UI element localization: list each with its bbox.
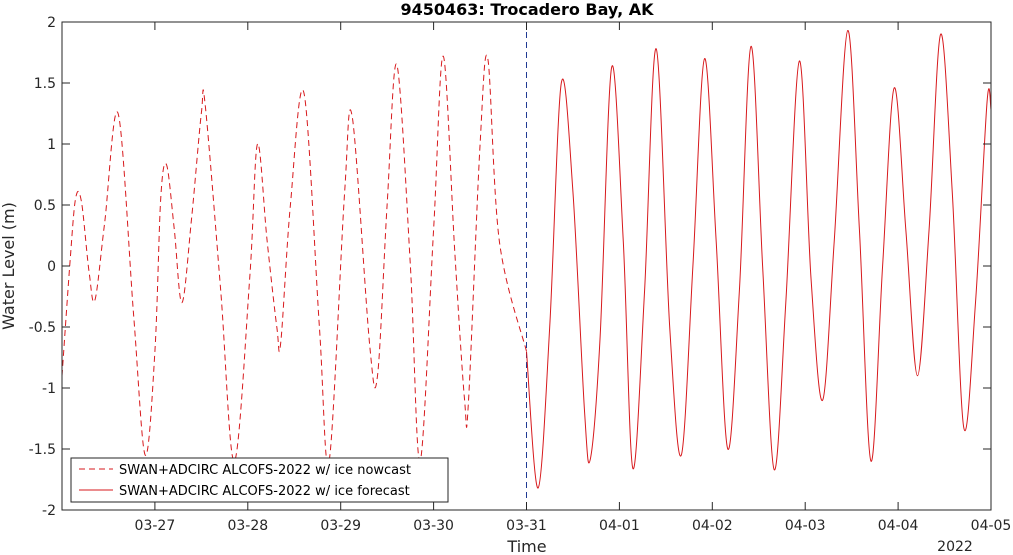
y-tick-label: 2	[47, 15, 56, 31]
legend-box	[70, 457, 449, 503]
y-tick-label: 0	[47, 259, 56, 275]
axis-ticks: 03-27 03-28 03-29 03-30 03-31 04-01 04-02 04-03…	[29, 15, 1012, 534]
y-tick-label: -1.5	[29, 442, 56, 458]
plot-frame	[61, 21, 992, 511]
y-tick-label: 0.5	[34, 198, 56, 214]
x-tick-label: 03-30	[413, 518, 454, 534]
x-tick-label: 04-02	[692, 518, 733, 534]
x-tick-label: 03-31	[506, 518, 547, 534]
y-axis-label: Water Level (m)	[0, 202, 18, 330]
y-tick-label: 1	[47, 137, 56, 153]
x-tick-label: 04-05	[971, 518, 1012, 534]
series-line-forecast	[526, 29, 992, 489]
y-tick-label: -1	[42, 381, 56, 397]
x-tick-label: 04-03	[785, 518, 826, 534]
x-tick-label: 03-29	[320, 518, 361, 534]
x-tick-label: 04-04	[878, 518, 919, 534]
x-axis-label: Time	[506, 537, 546, 555]
y-tick-label: -0.5	[29, 320, 56, 336]
chart-title: 9450463: Trocadero Bay, AK	[400, 0, 654, 19]
year-label: 2022	[937, 539, 973, 555]
legend-nowcast-label: SWAN+ADCIRC ALCOFS-2022 w/ ice nowcast	[119, 463, 411, 478]
x-tick-label: 03-27	[135, 518, 176, 534]
x-tick-label: 03-28	[227, 518, 268, 534]
y-tick-label: -2	[42, 503, 56, 519]
x-tick-label: 04-01	[599, 518, 640, 534]
legend: SWAN+ADCIRC ALCOFS-2022 w/ ice nowcast S…	[70, 457, 449, 503]
legend-forecast-label: SWAN+ADCIRC ALCOFS-2022 w/ ice forecast	[119, 484, 410, 499]
chart-marks	[61, 22, 992, 510]
series-line-nowcast	[61, 54, 527, 465]
y-tick-label: 1.5	[34, 76, 56, 92]
